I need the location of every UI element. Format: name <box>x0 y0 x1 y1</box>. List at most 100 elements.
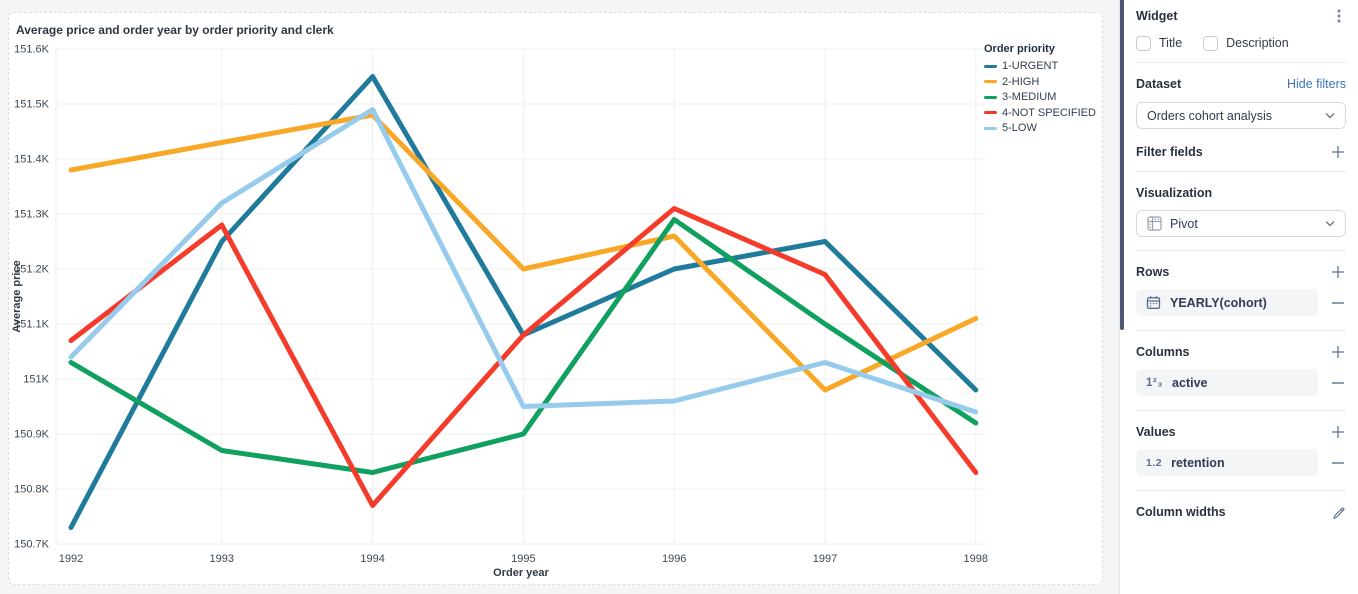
plus-icon <box>1332 346 1344 358</box>
legend-item[interactable]: 3-MEDIUM <box>984 91 1102 103</box>
legend-item[interactable]: 5-LOW <box>984 122 1102 134</box>
pivot-icon <box>1147 216 1162 231</box>
x-tick-label: 1996 <box>662 553 686 565</box>
legend-item[interactable]: 2-HIGH <box>984 76 1102 88</box>
legend-swatch-icon <box>984 64 997 68</box>
x-tick-label: 1994 <box>360 553 384 565</box>
visualization-select[interactable]: Pivot <box>1136 210 1346 237</box>
x-tick-label: 1998 <box>964 553 988 565</box>
plus-icon <box>1332 266 1344 278</box>
visualization-selected-value: Pivot <box>1170 216 1198 231</box>
plus-icon <box>1332 146 1344 158</box>
series-line-4-NOT SPECIFIED <box>68 206 979 508</box>
legend-item[interactable]: 1-URGENT <box>984 60 1102 72</box>
widget-sidebar: Widget Title Description Dataset Hide fi… <box>1119 0 1358 594</box>
divider <box>1136 62 1346 63</box>
dataset-select[interactable]: Orders cohort analysis <box>1136 102 1346 129</box>
legend-label: 4-NOT SPECIFIED <box>1002 106 1096 119</box>
add-column-button[interactable] <box>1330 344 1346 360</box>
values-label: Values <box>1136 425 1176 439</box>
divider <box>1136 330 1346 331</box>
minus-icon <box>1332 381 1344 384</box>
columns-label: Columns <box>1136 345 1190 359</box>
chevron-down-icon <box>1325 113 1335 119</box>
dataset-selected-value: Orders cohort analysis <box>1147 108 1273 123</box>
y-tick-label: 151.1K <box>14 319 50 331</box>
minus-icon <box>1332 301 1344 304</box>
y-axis-title: Average price <box>11 260 23 332</box>
chart-title: Average price and order year by order pr… <box>16 23 334 37</box>
hide-filters-link[interactable]: Hide filters <box>1286 77 1346 91</box>
series-line-5-LOW <box>68 107 979 415</box>
rows-field-pill[interactable]: YEARLY(cohort) <box>1136 289 1318 316</box>
x-axis-title: Order year <box>493 567 549 579</box>
title-checkbox[interactable] <box>1136 35 1151 51</box>
y-tick-label: 151K <box>23 374 49 386</box>
series-line-2-HIGH <box>68 112 979 393</box>
rows-field-label: YEARLY(cohort) <box>1170 295 1267 310</box>
description-checkbox-label: Description <box>1226 36 1289 50</box>
x-tick-label: 1992 <box>59 553 83 565</box>
line-chart: 151.6K 151.5K 151.4K 151.3K 151.2K 151.1K 151K… <box>11 44 988 580</box>
remove-row-button[interactable] <box>1330 295 1346 311</box>
legend-label: 1-URGENT <box>1002 60 1059 72</box>
columns-field-pill[interactable]: 1²₃ active <box>1136 369 1318 396</box>
values-field-pill[interactable]: 1.2 retention <box>1136 449 1318 476</box>
legend-title: Order priority <box>984 43 1055 55</box>
pencil-icon <box>1333 507 1345 519</box>
legend: Order priority 1-URGENT 2-HIGH 3-MEDIUM 4-N… <box>984 43 1102 138</box>
legend-label: 2-HIGH <box>1002 75 1040 88</box>
x-tick-label: 1997 <box>813 553 837 565</box>
title-checkbox-label: Title <box>1159 36 1183 50</box>
legend-swatch-icon <box>984 126 997 130</box>
y-tick-label: 151.3K <box>14 209 50 221</box>
x-tick-label: 1993 <box>210 553 234 565</box>
divider <box>1136 490 1346 491</box>
legend-items: 1-URGENT 2-HIGH 3-MEDIUM 4-NOT SPECIFIED 5-L… <box>984 60 1102 134</box>
y-tick-label: 151.4K <box>14 154 50 166</box>
columns-field-label: active <box>1172 375 1208 390</box>
legend-swatch-icon <box>984 111 997 114</box>
y-tick-label: 150.8K <box>14 484 50 496</box>
number-icon: 1²₃ <box>1146 376 1164 389</box>
edit-column-widths-button[interactable] <box>1331 505 1346 520</box>
add-row-button[interactable] <box>1330 264 1346 280</box>
divider <box>1136 410 1346 411</box>
x-tick-label: 1995 <box>511 553 535 565</box>
legend-swatch-icon <box>984 95 997 99</box>
sidebar-scrollbar[interactable] <box>1120 0 1124 330</box>
kebab-menu-icon[interactable] <box>1332 8 1346 24</box>
column-widths-label: Column widths <box>1136 505 1226 519</box>
y-tick-label: 151.6K <box>14 44 50 56</box>
y-tick-label: 151.5K <box>14 99 50 111</box>
minus-icon <box>1332 461 1344 464</box>
description-checkbox-group[interactable]: Description <box>1203 35 1289 51</box>
series-line-3-MEDIUM <box>68 217 979 475</box>
y-tick-label: 150.7K <box>14 539 50 551</box>
legend-label: 5-LOW <box>1002 122 1037 134</box>
rows-label: Rows <box>1136 265 1170 279</box>
add-value-button[interactable] <box>1330 424 1346 440</box>
divider <box>1136 250 1346 251</box>
chart-card: Average price and order year by order pr… <box>8 12 1103 585</box>
y-tick-label: 150.9K <box>14 429 50 441</box>
visualization-label: Visualization <box>1136 186 1213 200</box>
divider <box>1136 171 1346 172</box>
legend-item[interactable]: 4-NOT SPECIFIED <box>984 107 1102 119</box>
description-checkbox[interactable] <box>1203 35 1219 51</box>
calendar-icon <box>1146 295 1161 310</box>
y-tick-label: 151.2K <box>14 264 50 276</box>
remove-column-button[interactable] <box>1330 375 1346 391</box>
plus-icon <box>1332 426 1344 438</box>
chevron-down-icon <box>1325 221 1335 227</box>
decimal-icon: 1.2 <box>1146 456 1163 469</box>
title-checkbox-group[interactable]: Title <box>1136 35 1183 51</box>
legend-swatch-icon <box>984 80 997 83</box>
dataset-label: Dataset <box>1136 77 1182 91</box>
values-field-label: retention <box>1171 455 1225 470</box>
legend-label: 3-MEDIUM <box>1002 91 1057 103</box>
add-filter-field-button[interactable] <box>1330 144 1346 160</box>
sidebar-title: Widget <box>1136 9 1178 23</box>
filter-fields-label: Filter fields <box>1136 145 1203 159</box>
remove-value-button[interactable] <box>1330 455 1346 471</box>
